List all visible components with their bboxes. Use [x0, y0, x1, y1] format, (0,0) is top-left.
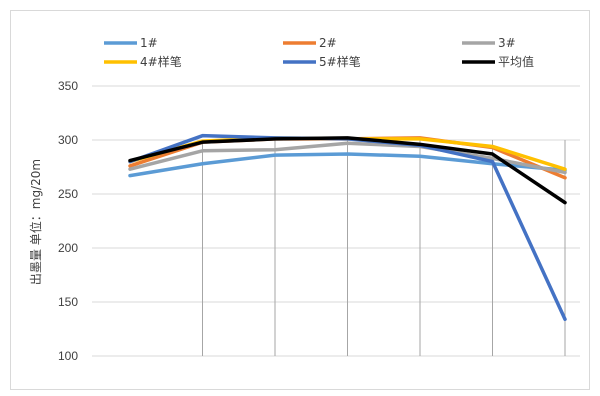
legend-label: 3# — [498, 36, 516, 50]
y-tick-label: 300 — [58, 133, 78, 147]
chart-frame — [10, 10, 590, 390]
legend-label: 平均值 — [498, 54, 534, 69]
series-line-3 — [128, 141, 567, 175]
axis-layer: 100 150 200 250 300 350 — [58, 79, 78, 363]
legend-label: 1# — [140, 36, 158, 50]
y-tick-label: 200 — [58, 241, 78, 255]
y-tick-label: 100 — [58, 349, 78, 363]
grid-layer — [92, 85, 580, 357]
legend-label: 2# — [319, 36, 337, 50]
series-layer — [128, 133, 567, 322]
series-line-6 — [128, 136, 567, 205]
legend-label: 5#样笔 — [319, 54, 361, 69]
legend: 1# 2# 3# 4#样笔 5#样笔 平均值 — [104, 36, 534, 69]
y-tick-label: 150 — [58, 295, 78, 309]
y-axis-title: 出墨量 单位：mg/20m — [28, 159, 43, 285]
y-tick-label: 350 — [58, 79, 78, 93]
y-tick-label: 250 — [58, 187, 78, 201]
legend-label: 4#样笔 — [140, 54, 182, 69]
